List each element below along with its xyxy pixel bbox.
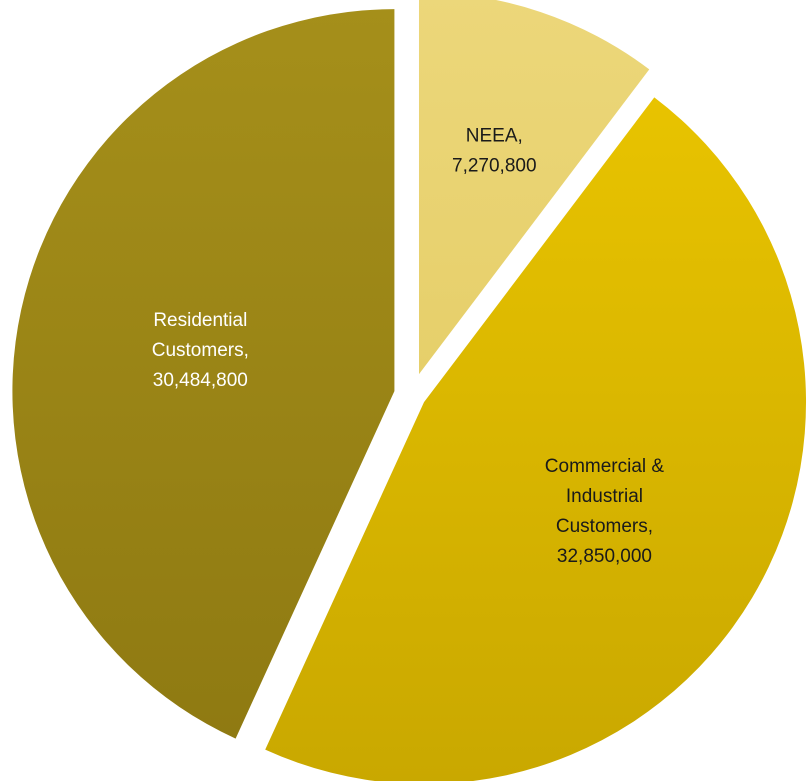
pie-label-neea: NEEA, 7,270,800 <box>452 126 537 177</box>
pie-label-line: Customers, <box>152 340 249 361</box>
pie-slice-neea <box>418 0 650 375</box>
pie-label-line: 32,850,000 <box>557 546 652 567</box>
pie-label-line: 7,270,800 <box>452 156 537 177</box>
pie-label-line: Industrial <box>566 486 643 507</box>
pie-label-line: NEEA, <box>466 126 523 147</box>
pie-slice-commercial-industrial-customers <box>265 97 807 781</box>
pie-label-line: Customers, <box>556 516 653 537</box>
pie-label-line: 30,484,800 <box>153 370 248 391</box>
pie-slice-residential-customers <box>12 9 395 739</box>
pie-label-residential-customers: Residential Customers, 30,484,800 <box>152 310 249 391</box>
pie-slices <box>12 0 807 781</box>
pie-labels: NEEA, 7,270,800 Commercial & Industrial Cust… <box>152 126 665 567</box>
pie-label-line: Residential <box>153 310 247 331</box>
pie-label-commercial-industrial-customers: Commercial & Industrial Customers, 32,850,0… <box>545 456 665 567</box>
pie-label-line: Commercial & <box>545 456 665 477</box>
